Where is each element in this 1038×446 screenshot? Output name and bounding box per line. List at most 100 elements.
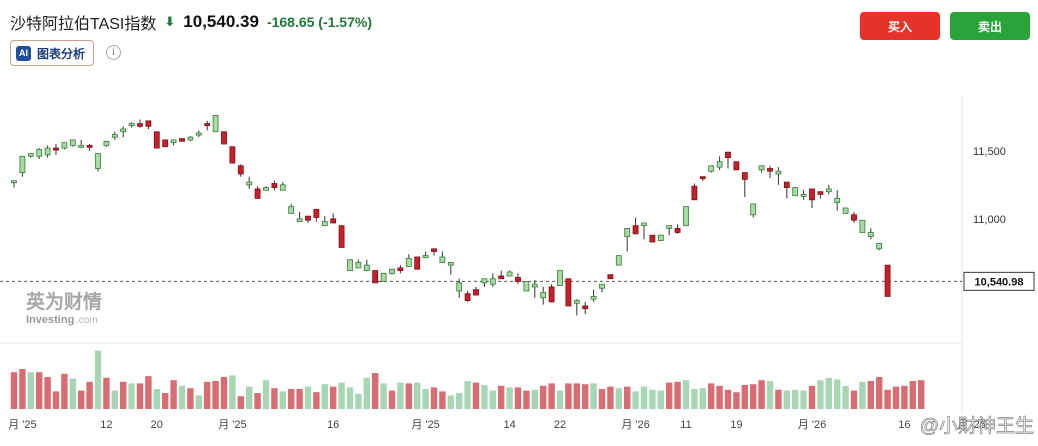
candle [221,131,227,145]
x-tick-label: 月 '26 [621,419,649,431]
candle [867,228,874,240]
candle [683,206,689,227]
candle [397,265,404,274]
candle [557,270,563,286]
investing-watermark: 英为财情 Investing .com [26,290,102,326]
volume-bar [556,390,564,409]
x-tick-label: 月 '26 [798,419,826,431]
y-tick-label: 11,000 [973,214,1006,226]
x-tick-label: 月 '25 [411,419,439,431]
volume-bar [876,377,883,409]
x-tick-label: 月 '25 [218,419,246,431]
volume-bar [363,377,370,409]
volume-bar [741,385,748,409]
candle [86,144,93,151]
volume-bar [657,390,664,409]
volume-bar [598,389,606,409]
volume-bar [304,386,312,409]
volume-bar [414,382,421,409]
ai-chart-analysis-button[interactable]: AI 图表分析 [10,40,95,66]
sell-button[interactable]: 卖出 [950,12,1030,40]
candle [540,286,547,305]
volume-bar [724,389,732,409]
volume-bar [120,381,127,409]
volume-bar [288,389,295,409]
candle [61,142,68,150]
volume-bar [94,350,102,409]
candle [212,115,219,133]
volume-bar [229,375,236,409]
volume-bar [271,388,278,409]
candle [750,203,757,218]
volume-bar [615,388,622,409]
ai-icon: AI [16,45,31,61]
candle [162,139,169,148]
info-icon[interactable]: i [106,45,121,60]
x-tick-label: 20 [151,419,163,431]
buy-button[interactable]: 买入 [860,12,940,40]
ai-button-label: 图表分析 [37,46,86,61]
volume-bar [44,377,51,409]
candle [825,184,832,195]
volume-bar [691,389,698,409]
volume-bar [464,381,471,409]
volume-bar [540,385,547,409]
candle [716,156,723,170]
candle [195,130,202,138]
volume-bar [472,382,480,409]
volume-bar [262,380,270,409]
candle [641,222,647,240]
volume-bar [909,381,916,409]
volume-bar [170,380,177,409]
volume-bar [548,383,555,409]
volume-bar [321,384,328,409]
volume-bar [800,390,807,409]
candle [380,272,387,282]
candle [422,251,429,259]
candle [170,139,177,146]
volume-bar [649,389,656,409]
volume-bar [111,390,118,409]
candle [506,270,513,277]
candle [775,167,782,185]
volume-bar [859,381,866,409]
x-tick-label: 16 [898,419,910,431]
candle [800,190,807,200]
candle [767,165,773,179]
volume-bar [346,387,354,409]
candle [447,262,454,275]
volume-bar [178,385,186,409]
candle [456,278,463,298]
volume-bar [69,378,76,409]
candle [842,207,849,214]
volume-bar [674,381,681,409]
candle [725,151,731,169]
candle [11,180,17,188]
candle [145,120,152,130]
candle [439,251,446,263]
x-tick-label: 11 [680,419,691,431]
volume-bar [481,385,488,409]
candle [666,225,673,236]
volume-bar [582,384,589,409]
candle [279,182,286,191]
volume-bar [220,377,228,409]
candle [363,259,370,271]
candle [523,281,530,292]
volume-bar [867,381,874,409]
candle [884,264,891,297]
candle [590,289,597,302]
y-axis: 11,500 11,000 [973,146,1006,226]
candle [657,234,664,242]
volume-bar [531,389,538,409]
candle [246,176,253,189]
volume-bar [61,373,68,409]
candle [321,216,328,227]
volume-bar [632,391,639,409]
x-tick-label: 19 [730,419,742,431]
volume-bar [422,389,429,409]
candle [691,183,698,201]
volume-bar [372,373,379,409]
candle [573,299,580,316]
